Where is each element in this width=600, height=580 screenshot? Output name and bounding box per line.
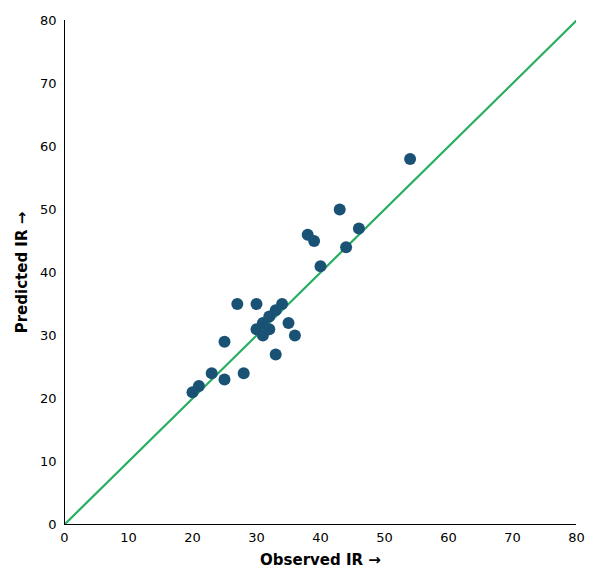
svg-text:70: 70 bbox=[40, 76, 57, 91]
svg-text:40: 40 bbox=[312, 530, 329, 545]
svg-text:70: 70 bbox=[504, 530, 521, 545]
svg-text:Predicted IR →: Predicted IR → bbox=[13, 212, 31, 334]
svg-text:50: 50 bbox=[40, 202, 57, 217]
svg-text:20: 20 bbox=[40, 391, 57, 406]
svg-text:80: 80 bbox=[40, 13, 57, 28]
svg-text:80: 80 bbox=[568, 530, 585, 545]
svg-text:Observed IR →: Observed IR → bbox=[260, 551, 381, 569]
svg-text:40: 40 bbox=[40, 265, 57, 280]
svg-text:60: 60 bbox=[440, 530, 457, 545]
svg-text:10: 10 bbox=[120, 530, 137, 545]
svg-text:50: 50 bbox=[376, 530, 393, 545]
svg-text:30: 30 bbox=[40, 328, 57, 343]
svg-text:30: 30 bbox=[248, 530, 265, 545]
svg-text:0: 0 bbox=[60, 530, 68, 545]
svg-text:0: 0 bbox=[48, 517, 56, 532]
svg-text:60: 60 bbox=[40, 139, 57, 154]
svg-text:10: 10 bbox=[40, 454, 57, 469]
svg-text:20: 20 bbox=[184, 530, 201, 545]
